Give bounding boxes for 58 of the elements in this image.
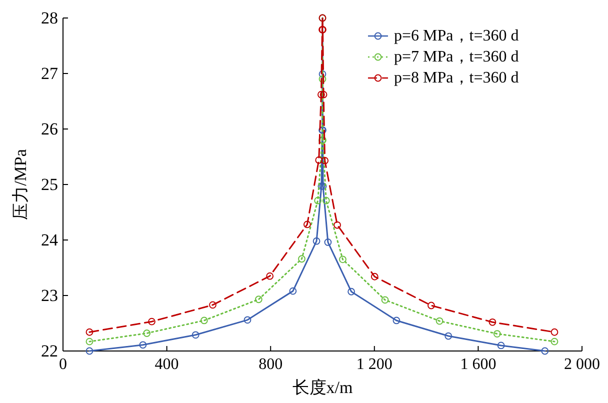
point <box>289 287 297 295</box>
y-tick-label: 22 <box>41 342 58 360</box>
point <box>334 221 341 229</box>
legend-label: p=6 MPa，t=360 d <box>394 28 519 44</box>
x-tick-label: 400 <box>154 356 179 373</box>
point <box>209 301 216 309</box>
legend-label: p=7 MPa，t=360 d <box>394 48 519 66</box>
point <box>86 338 94 346</box>
point <box>370 272 378 280</box>
y-tick-label: 26 <box>41 120 58 138</box>
point <box>320 90 328 98</box>
point <box>266 272 274 280</box>
point <box>497 342 505 350</box>
point <box>254 296 262 304</box>
point <box>318 90 325 98</box>
point <box>315 156 323 164</box>
x-tick-label: 1 600 <box>460 356 496 373</box>
point <box>86 347 94 355</box>
point <box>339 256 346 264</box>
point <box>314 196 322 204</box>
point <box>318 70 326 78</box>
point <box>303 220 311 228</box>
point <box>436 317 444 325</box>
y-axis-title: 压力/MPa <box>11 148 30 220</box>
point <box>493 330 501 338</box>
point <box>428 302 435 310</box>
point <box>200 316 208 324</box>
point <box>348 288 356 296</box>
y-tick-label: 25 <box>41 175 58 194</box>
point <box>143 330 151 337</box>
point <box>322 196 330 204</box>
y-tick-label: 24 <box>41 230 58 250</box>
point <box>324 238 332 246</box>
point <box>488 318 496 326</box>
point <box>148 318 156 326</box>
point <box>139 341 147 349</box>
point <box>444 332 452 340</box>
x-tick-label: 800 <box>258 356 283 373</box>
point <box>541 347 549 355</box>
y-tick-label: 23 <box>41 286 58 305</box>
x-tick-label: 0 <box>59 356 67 373</box>
point <box>312 237 320 245</box>
point <box>392 316 400 324</box>
x-axis-title: 长度x/m <box>292 378 353 397</box>
point <box>321 156 329 164</box>
point <box>318 75 326 83</box>
point <box>192 331 200 339</box>
point <box>550 338 558 346</box>
x-tick-label: 1 200 <box>356 356 392 373</box>
point <box>381 296 389 304</box>
point <box>550 328 558 336</box>
point <box>244 316 252 324</box>
point <box>298 255 306 263</box>
x-tick-label: 2 000 <box>564 356 600 373</box>
y-tick-label: 27 <box>41 64 58 83</box>
legend-label: p=8 MPa，t=360 d <box>394 70 519 86</box>
point <box>86 328 94 336</box>
y-tick-label: 28 <box>41 8 58 28</box>
